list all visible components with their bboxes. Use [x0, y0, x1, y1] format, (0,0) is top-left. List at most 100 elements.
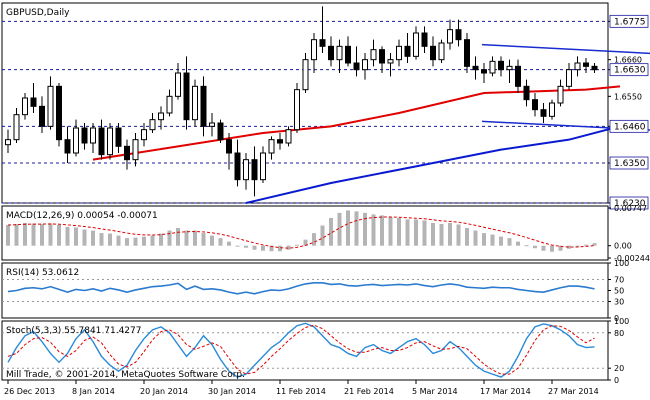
candle-body[interactable]: [73, 127, 79, 154]
candle-body[interactable]: [455, 29, 462, 41]
candle-body[interactable]: [277, 139, 283, 144]
candle-body[interactable]: [438, 42, 445, 61]
candle-body[interactable]: [56, 85, 62, 141]
candle-body[interactable]: [124, 145, 130, 161]
candle-body[interactable]: [13, 114, 20, 141]
rsi-tick-label: 50: [614, 287, 624, 296]
candle-body[interactable]: [5, 139, 11, 146]
candle-body[interactable]: [268, 139, 275, 154]
candle-body[interactable]: [345, 45, 351, 64]
candle-body[interactable]: [574, 62, 581, 71]
candle-body[interactable]: [540, 109, 547, 117]
macd-bar: [244, 245, 248, 248]
candle-body[interactable]: [217, 122, 224, 141]
trendline[interactable]: [481, 43, 650, 57]
candle-body[interactable]: [379, 49, 385, 64]
macd-bar: [269, 245, 274, 252]
candle-body[interactable]: [226, 139, 232, 154]
candle-body[interactable]: [396, 45, 402, 61]
candle-body[interactable]: [362, 59, 368, 71]
candle-body[interactable]: [209, 122, 215, 127]
rsi-tick-label: 70: [614, 276, 624, 285]
candle-body[interactable]: [413, 32, 419, 57]
price-tick-label: 1.6230: [614, 199, 646, 209]
candle-body[interactable]: [22, 97, 28, 116]
macd-bar: [261, 245, 265, 251]
time-tick-label: 26 Dec 2013: [4, 387, 55, 396]
candle-body[interactable]: [158, 112, 164, 121]
candle-body[interactable]: [90, 127, 96, 144]
macd-bar: [558, 245, 563, 251]
time-tick-label: 5 Mar 2014: [412, 387, 458, 396]
macd-bar: [23, 222, 27, 246]
macd-title: MACD(12,26,9) 0.00054 -0.00071: [6, 211, 158, 221]
candle-body[interactable]: [175, 72, 181, 97]
candle-body[interactable]: [234, 152, 241, 181]
macd-bar: [320, 225, 325, 246]
candle-body[interactable]: [464, 39, 470, 67]
candle-body[interactable]: [294, 89, 300, 131]
macd-bar: [414, 219, 418, 246]
candle-body[interactable]: [47, 85, 54, 127]
candle-body[interactable]: [183, 72, 190, 121]
candle-body[interactable]: [506, 65, 513, 71]
candle-body[interactable]: [404, 45, 411, 57]
macd-bar: [422, 220, 427, 246]
trendlines: [481, 43, 650, 133]
candle-body[interactable]: [149, 119, 156, 131]
candle-body[interactable]: [489, 60, 496, 74]
macd-bar: [40, 223, 44, 246]
candle-body[interactable]: [64, 139, 71, 154]
macd-bar: [116, 235, 121, 246]
macd-bar: [524, 245, 529, 247]
candle-body[interactable]: [115, 127, 122, 147]
stoch-tick-label: 20: [614, 364, 624, 373]
macd-bar: [473, 230, 478, 246]
rsi-panel: 100 70 50 30 0: [2, 259, 629, 323]
candle-body[interactable]: [141, 129, 147, 141]
candle-body[interactable]: [549, 102, 555, 117]
candle-body[interactable]: [421, 32, 428, 47]
candle-body[interactable]: [81, 127, 88, 144]
macd-bar: [482, 233, 486, 246]
candle-body[interactable]: [336, 45, 343, 61]
candle-body[interactable]: [591, 65, 598, 71]
candle-body[interactable]: [532, 99, 538, 111]
candle-body[interactable]: [98, 127, 105, 156]
candle-body[interactable]: [328, 45, 334, 61]
candle-body[interactable]: [39, 105, 45, 127]
candle-body[interactable]: [557, 85, 564, 104]
candle-body[interactable]: [243, 159, 249, 181]
macd-bar: [99, 233, 104, 246]
trendline[interactable]: [481, 120, 650, 133]
candle-body[interactable]: [523, 85, 530, 101]
candle-body[interactable]: [260, 152, 266, 181]
candle-body[interactable]: [192, 85, 198, 121]
macd-bar: [550, 245, 554, 252]
macd-bar: [125, 238, 129, 246]
candle-body[interactable]: [319, 39, 326, 47]
candle-body[interactable]: [566, 69, 572, 87]
candle-body[interactable]: [200, 85, 207, 127]
candle-body[interactable]: [166, 95, 173, 114]
candle-body[interactable]: [583, 62, 589, 67]
macd-bar: [227, 241, 231, 246]
candlesticks[interactable]: [5, 6, 598, 197]
candle-body[interactable]: [498, 60, 504, 71]
candle-body[interactable]: [353, 62, 360, 71]
candle-body[interactable]: [447, 29, 453, 44]
candle-body[interactable]: [30, 97, 37, 107]
candle-body[interactable]: [370, 49, 377, 61]
candle-body[interactable]: [107, 127, 113, 156]
candle-body[interactable]: [302, 59, 309, 91]
candle-body[interactable]: [472, 65, 479, 71]
candle-body[interactable]: [285, 129, 292, 144]
candle-body[interactable]: [132, 139, 139, 161]
candle-body[interactable]: [481, 69, 487, 74]
candle-body[interactable]: [430, 45, 436, 61]
candle-body[interactable]: [251, 159, 258, 181]
panel-frame: [1, 320, 609, 381]
candle-body[interactable]: [515, 65, 521, 87]
candle-body[interactable]: [387, 59, 394, 64]
candle-body[interactable]: [311, 39, 317, 61]
